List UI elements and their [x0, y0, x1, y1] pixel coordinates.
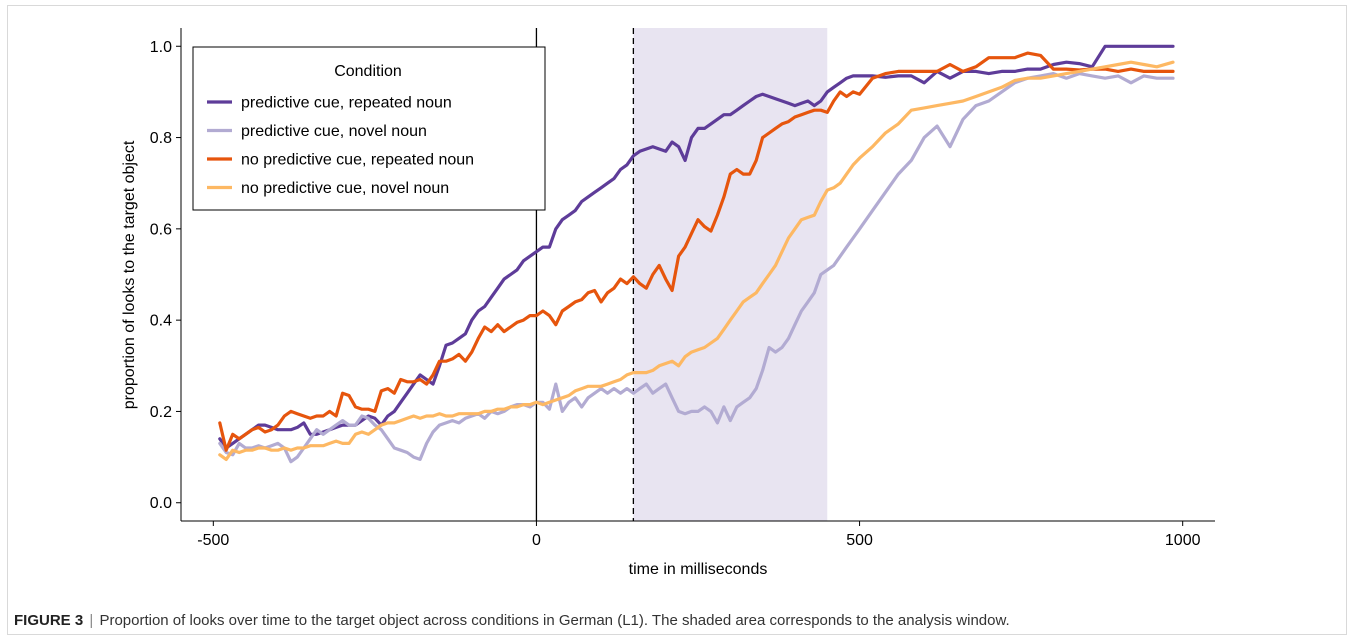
- x-tick-label: -500: [197, 532, 229, 549]
- y-tick-label: 0.4: [150, 313, 172, 330]
- series-line-3: [218, 51, 1175, 452]
- y-axis-label: proportion of looks to the target object: [121, 140, 138, 409]
- x-axis-label: time in milliseconds: [629, 561, 768, 578]
- x-tick-label: 0: [532, 532, 541, 549]
- legend-item: predictive cue, repeated noun: [207, 95, 452, 112]
- legend-items: predictive cue, repeated noun predictive …: [207, 95, 474, 197]
- legend: Condition predictive cue, repeated nounp…: [192, 46, 546, 211]
- legend-label: predictive cue, novel noun: [241, 123, 427, 140]
- caption-label: FIGURE 3: [14, 612, 84, 629]
- caption-separator: |: [89, 612, 94, 629]
- legend-item: predictive cue, novel noun: [207, 123, 427, 140]
- legend-box: [192, 46, 546, 211]
- x-tick-label: 500: [846, 532, 873, 549]
- line-chart: 0.0 0.2 0.4 0.6 0.8 1.0 -500 0 500 1000 time in m…: [121, 28, 1215, 578]
- legend-label: no predictive cue, repeated noun: [241, 152, 474, 169]
- series-line-4: [218, 60, 1175, 461]
- y-tick-label: 1.0: [150, 39, 172, 56]
- caption-text: Proportion of looks over time to the tar…: [99, 612, 1010, 629]
- series-lines: [218, 44, 1175, 464]
- analysis-window-shading: [633, 28, 828, 521]
- legend-label: predictive cue, repeated noun: [241, 95, 452, 112]
- axes: 0.0 0.2 0.4 0.6 0.8 1.0 -500 0 500 1000: [150, 28, 1215, 549]
- x-tick-label: 1000: [1165, 532, 1201, 549]
- legend-item: no predictive cue, novel noun: [207, 180, 449, 197]
- y-tick-label: 0.0: [150, 495, 172, 512]
- series-line-2: [218, 72, 1175, 464]
- legend-label: no predictive cue, novel noun: [241, 180, 449, 197]
- plot-area: [218, 28, 1175, 521]
- reference-lines: [535, 28, 635, 521]
- y-tick-label: 0.8: [150, 130, 172, 147]
- legend-item: no predictive cue, repeated noun: [207, 152, 474, 169]
- y-tick-label: 0.6: [150, 221, 172, 238]
- figure-caption: FIGURE 3 | Proportion of looks over time…: [14, 612, 1344, 629]
- legend-title: Condition: [334, 63, 402, 80]
- y-tick-label: 0.2: [150, 404, 172, 421]
